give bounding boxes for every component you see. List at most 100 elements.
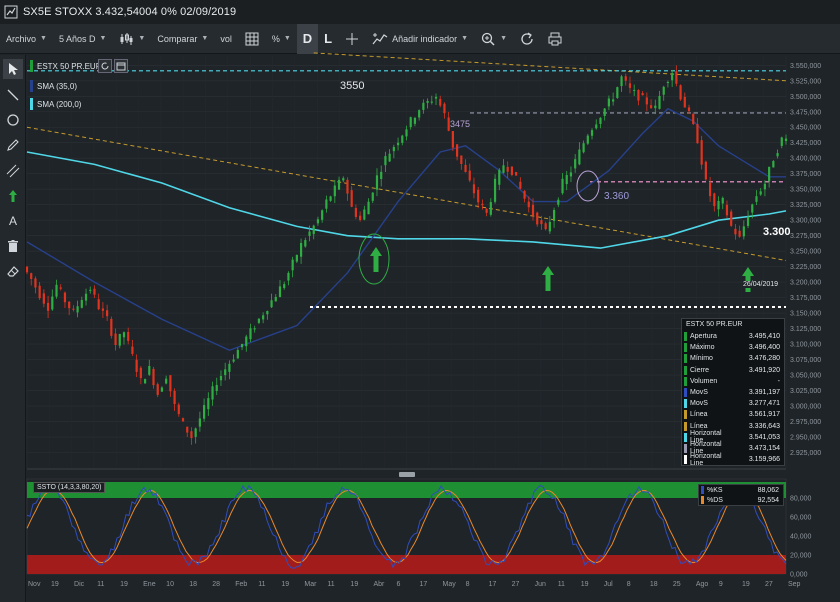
- x-tick-label: Sep: [788, 581, 801, 588]
- line-button[interactable]: L: [318, 24, 338, 54]
- y-tick-label: 3.350,000: [790, 187, 821, 194]
- candle-body: [434, 96, 438, 99]
- candle-body: [325, 199, 328, 209]
- line-tool[interactable]: [3, 85, 23, 105]
- legend-sma1[interactable]: SMA (35,0): [30, 79, 77, 93]
- circle-annotation: [576, 170, 600, 202]
- volume-label: vol: [220, 33, 232, 44]
- arrow-up-marker: [742, 267, 754, 292]
- candle-body: [531, 204, 535, 216]
- candle-body: [751, 204, 754, 213]
- legend-refresh-button[interactable]: [98, 59, 112, 73]
- candle-body: [156, 384, 159, 395]
- chart-type-menu[interactable]: ▼: [112, 24, 151, 54]
- grid-toggle[interactable]: [238, 24, 266, 54]
- row-key: Apertura: [690, 333, 717, 341]
- x-tick-label: 19: [581, 581, 589, 588]
- panel-resize-handle[interactable]: [399, 472, 415, 477]
- y-tick-label: 3.225,000: [790, 264, 821, 271]
- annotation-3360: 3.360: [604, 191, 630, 202]
- row-key: Línea: [690, 422, 708, 430]
- candle-body: [224, 369, 227, 376]
- candle-body: [742, 226, 745, 237]
- x-tick-label: 9: [719, 581, 723, 588]
- period-menu[interactable]: 5 Años D ▼: [53, 24, 112, 54]
- stochastic-label[interactable]: SSTO (14,3,3,80,20): [33, 482, 106, 493]
- refresh-button[interactable]: [513, 24, 541, 54]
- y-tick-label: 2.975,000: [790, 419, 821, 426]
- pointer-tool[interactable]: [3, 59, 23, 79]
- add-indicator-label: Añadir indicador: [392, 33, 458, 44]
- print-button[interactable]: [541, 24, 569, 54]
- legend-series-swatch: [30, 60, 33, 72]
- main-toolbar: Archivo ▼ 5 Años D ▼ ▼ Comparar ▼ vol % ▼ D …: [0, 23, 840, 54]
- candle-body: [257, 318, 261, 323]
- pencil-tool[interactable]: [3, 135, 23, 155]
- x-tick-label: 18: [650, 581, 658, 588]
- row-swatch: [684, 343, 687, 353]
- daily-button[interactable]: D: [296, 23, 319, 54]
- row-swatch: [701, 496, 704, 504]
- percent-menu[interactable]: % ▼: [266, 24, 297, 54]
- y-tick-label: 3.325,000: [790, 202, 821, 209]
- stochastic-row: %KS 88,062: [699, 485, 783, 495]
- candle-body: [299, 243, 303, 257]
- row-swatch: [684, 354, 687, 364]
- row-value: 3.491,920: [748, 366, 780, 374]
- candle-body: [42, 293, 45, 304]
- candle-body: [236, 350, 239, 359]
- x-tick-label: Nov: [28, 581, 41, 588]
- candle-body: [574, 159, 577, 169]
- candle-body: [426, 100, 429, 103]
- legend-settings-button[interactable]: [114, 59, 128, 73]
- file-menu[interactable]: Archivo ▼: [0, 24, 53, 54]
- annotation-3300: 3.300: [763, 226, 791, 238]
- delete-tool[interactable]: [3, 236, 23, 256]
- candle-body: [139, 367, 142, 379]
- candle-body: [700, 140, 703, 165]
- legend-series[interactable]: ESTX 50 PR.EUR: [30, 59, 101, 73]
- eraser-tool[interactable]: [3, 261, 23, 281]
- candle-body: [55, 284, 58, 297]
- candle-body: [523, 190, 526, 199]
- x-tick-label: 19: [350, 581, 358, 588]
- candle-body: [329, 196, 332, 201]
- y-tick-label: 3.000,000: [790, 404, 821, 411]
- candle-body: [734, 228, 737, 235]
- volume-toggle[interactable]: vol: [214, 24, 238, 54]
- channel-tool[interactable]: [3, 161, 23, 181]
- legend-sma2[interactable]: SMA (200,0): [30, 97, 81, 111]
- data-window-row: Apertura 3.495,410: [682, 331, 784, 342]
- arrow-tool[interactable]: [3, 186, 23, 206]
- row-swatch: [684, 421, 687, 431]
- x-tick-label: Abr: [373, 581, 385, 588]
- x-tick-label: Jun: [535, 581, 546, 588]
- candle-body: [590, 130, 594, 136]
- candle-body: [131, 346, 134, 354]
- candle-body: [106, 310, 109, 317]
- candle-body: [245, 336, 248, 347]
- data-window-row: Volumen -: [682, 376, 784, 387]
- crosshair-button[interactable]: [338, 24, 366, 54]
- x-tick-label: Mar: [304, 581, 317, 588]
- candle-body: [561, 178, 564, 194]
- y-tick-label: 3.075,000: [790, 357, 821, 364]
- row-key: MovS: [690, 389, 708, 397]
- candle-body: [548, 221, 551, 232]
- legend-sma2-swatch: [30, 98, 33, 110]
- row-value: 3.476,280: [748, 355, 780, 363]
- candle-body: [363, 209, 366, 220]
- zoom-menu[interactable]: ▼: [474, 24, 513, 54]
- candle-body: [666, 81, 670, 83]
- x-tick-label: 8: [466, 581, 470, 588]
- x-tick-label: 19: [281, 581, 289, 588]
- circle-tool[interactable]: [3, 110, 23, 130]
- candle-body: [68, 301, 71, 309]
- chevron-down-icon: ▼: [283, 35, 291, 42]
- row-swatch: [684, 443, 687, 453]
- text-tool[interactable]: A: [3, 211, 23, 231]
- x-tick-label: Dic: [74, 581, 85, 588]
- compare-menu[interactable]: Comparar ▼: [151, 24, 214, 54]
- add-indicator-menu[interactable]: Añadir indicador ▼: [366, 24, 474, 54]
